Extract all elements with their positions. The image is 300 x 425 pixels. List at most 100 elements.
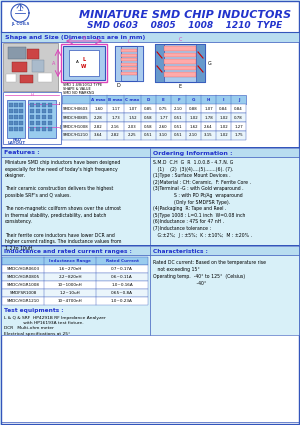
- Text: SMDC/H1008: SMDC/H1008: [63, 125, 89, 128]
- Bar: [150, 246, 299, 255]
- Bar: [9, 127, 13, 131]
- Text: 1.6~270nH: 1.6~270nH: [58, 267, 82, 271]
- Bar: [164, 72, 196, 76]
- Text: SMDC/HGR1210: SMDC/HGR1210: [7, 299, 39, 303]
- Bar: [14, 103, 18, 107]
- Text: 0.78: 0.78: [234, 116, 243, 119]
- Bar: [42, 109, 46, 113]
- Text: 1.2~10uH: 1.2~10uH: [60, 291, 80, 295]
- Text: B max: B max: [108, 97, 123, 102]
- Bar: [1, 157, 150, 245]
- Bar: [42, 115, 46, 119]
- Text: Ordering Information :: Ordering Information :: [153, 150, 232, 156]
- Bar: [150, 255, 299, 335]
- Text: W: W: [81, 63, 87, 68]
- Bar: [121, 49, 137, 52]
- Text: 0.7~0.17A: 0.7~0.17A: [111, 267, 133, 271]
- Text: C: C: [178, 37, 182, 42]
- Text: SMD 1 4/8/10/12 TYPE: SMD 1 4/8/10/12 TYPE: [63, 83, 102, 87]
- Text: A: A: [52, 60, 56, 65]
- Bar: [164, 65, 196, 70]
- Text: 1.27: 1.27: [234, 125, 243, 128]
- Text: Inductance and rated current ranges :: Inductance and rated current ranges :: [4, 249, 132, 253]
- Text: 2.2~820nH: 2.2~820nH: [58, 275, 82, 279]
- Text: 0.58: 0.58: [144, 125, 153, 128]
- Bar: [6, 74, 16, 82]
- Bar: [137, 46, 143, 81]
- Text: 0.51: 0.51: [174, 116, 183, 119]
- Bar: [155, 44, 164, 82]
- Text: B: B: [82, 36, 86, 40]
- Text: 2.10: 2.10: [189, 133, 198, 138]
- Bar: [69, 50, 99, 76]
- Bar: [20, 75, 33, 83]
- Text: 3.64: 3.64: [94, 133, 103, 138]
- Bar: [2, 289, 148, 297]
- Text: D: D: [147, 97, 150, 102]
- Text: E: E: [162, 97, 165, 102]
- Bar: [62, 122, 246, 131]
- Text: H: H: [31, 93, 34, 97]
- Bar: [48, 109, 52, 113]
- Text: 2.60: 2.60: [159, 125, 168, 128]
- Bar: [164, 53, 196, 57]
- Text: Rated Current: Rated Current: [106, 259, 139, 263]
- Text: 0.6~0.11A: 0.6~0.11A: [111, 275, 133, 279]
- Bar: [164, 59, 196, 63]
- Text: D: D: [116, 82, 120, 88]
- Bar: [3, 92, 61, 144]
- Text: I: I: [59, 102, 60, 106]
- Bar: [2, 273, 148, 281]
- Text: J: J: [238, 97, 239, 102]
- Bar: [30, 115, 34, 119]
- Bar: [42, 121, 46, 125]
- Text: 0.51: 0.51: [144, 133, 153, 138]
- Bar: [62, 113, 246, 122]
- Text: A max: A max: [91, 97, 106, 102]
- Text: 2.82: 2.82: [111, 133, 120, 138]
- Bar: [61, 44, 107, 82]
- Text: SMDC/HGR1008: SMDC/HGR1008: [7, 283, 40, 287]
- Bar: [7, 100, 25, 138]
- Text: 10~1000nH: 10~1000nH: [58, 283, 82, 287]
- Text: S.M.D  C.H  G  R  1.0.0.8 - 4.7.N. G
   (1)    (2)  (3)(4)....(5).......(6). (7): S.M.D C.H G R 1.0.0.8 - 4.7.N. G (1) (2)…: [153, 160, 252, 238]
- Bar: [9, 121, 13, 125]
- Bar: [2, 281, 148, 289]
- Bar: [14, 127, 18, 131]
- Bar: [14, 115, 18, 119]
- Text: 0.51: 0.51: [174, 133, 183, 138]
- Text: 1.07: 1.07: [204, 107, 213, 110]
- Text: Rated DC current: Based on the temperature rise
   not exceeding 15°
Operating t: Rated DC current: Based on the temperatu…: [153, 260, 266, 286]
- Text: G: G: [208, 60, 212, 65]
- Bar: [48, 103, 52, 107]
- Bar: [63, 46, 105, 80]
- Bar: [1, 32, 299, 42]
- Text: A: A: [76, 60, 78, 64]
- Text: 1.02: 1.02: [189, 116, 198, 119]
- Text: 3.10: 3.10: [159, 133, 168, 138]
- Bar: [14, 121, 18, 125]
- Bar: [36, 115, 40, 119]
- Text: 1.0~0.23A: 1.0~0.23A: [111, 299, 133, 303]
- Bar: [48, 115, 52, 119]
- Bar: [36, 127, 40, 131]
- Bar: [30, 127, 34, 131]
- Bar: [1, 147, 299, 148]
- Text: Test equipments :: Test equipments :: [4, 308, 64, 313]
- Bar: [62, 131, 246, 140]
- Text: J: J: [59, 125, 60, 129]
- Bar: [115, 46, 143, 81]
- Bar: [9, 115, 13, 119]
- Bar: [196, 44, 205, 82]
- Bar: [19, 109, 23, 113]
- Text: 2.25: 2.25: [128, 133, 137, 138]
- Text: 1.17: 1.17: [111, 107, 120, 110]
- Text: Features :: Features :: [4, 150, 40, 156]
- Text: C: C: [127, 39, 131, 43]
- Bar: [121, 67, 137, 70]
- Bar: [38, 73, 52, 82]
- Text: SMD NO MARKNG: SMD NO MARKNG: [63, 91, 94, 95]
- Text: JL COILS: JL COILS: [11, 22, 29, 26]
- Bar: [9, 109, 13, 113]
- Text: SMD 0603    0805    1008    1210  TYPE: SMD 0603 0805 1008 1210 TYPE: [87, 21, 283, 30]
